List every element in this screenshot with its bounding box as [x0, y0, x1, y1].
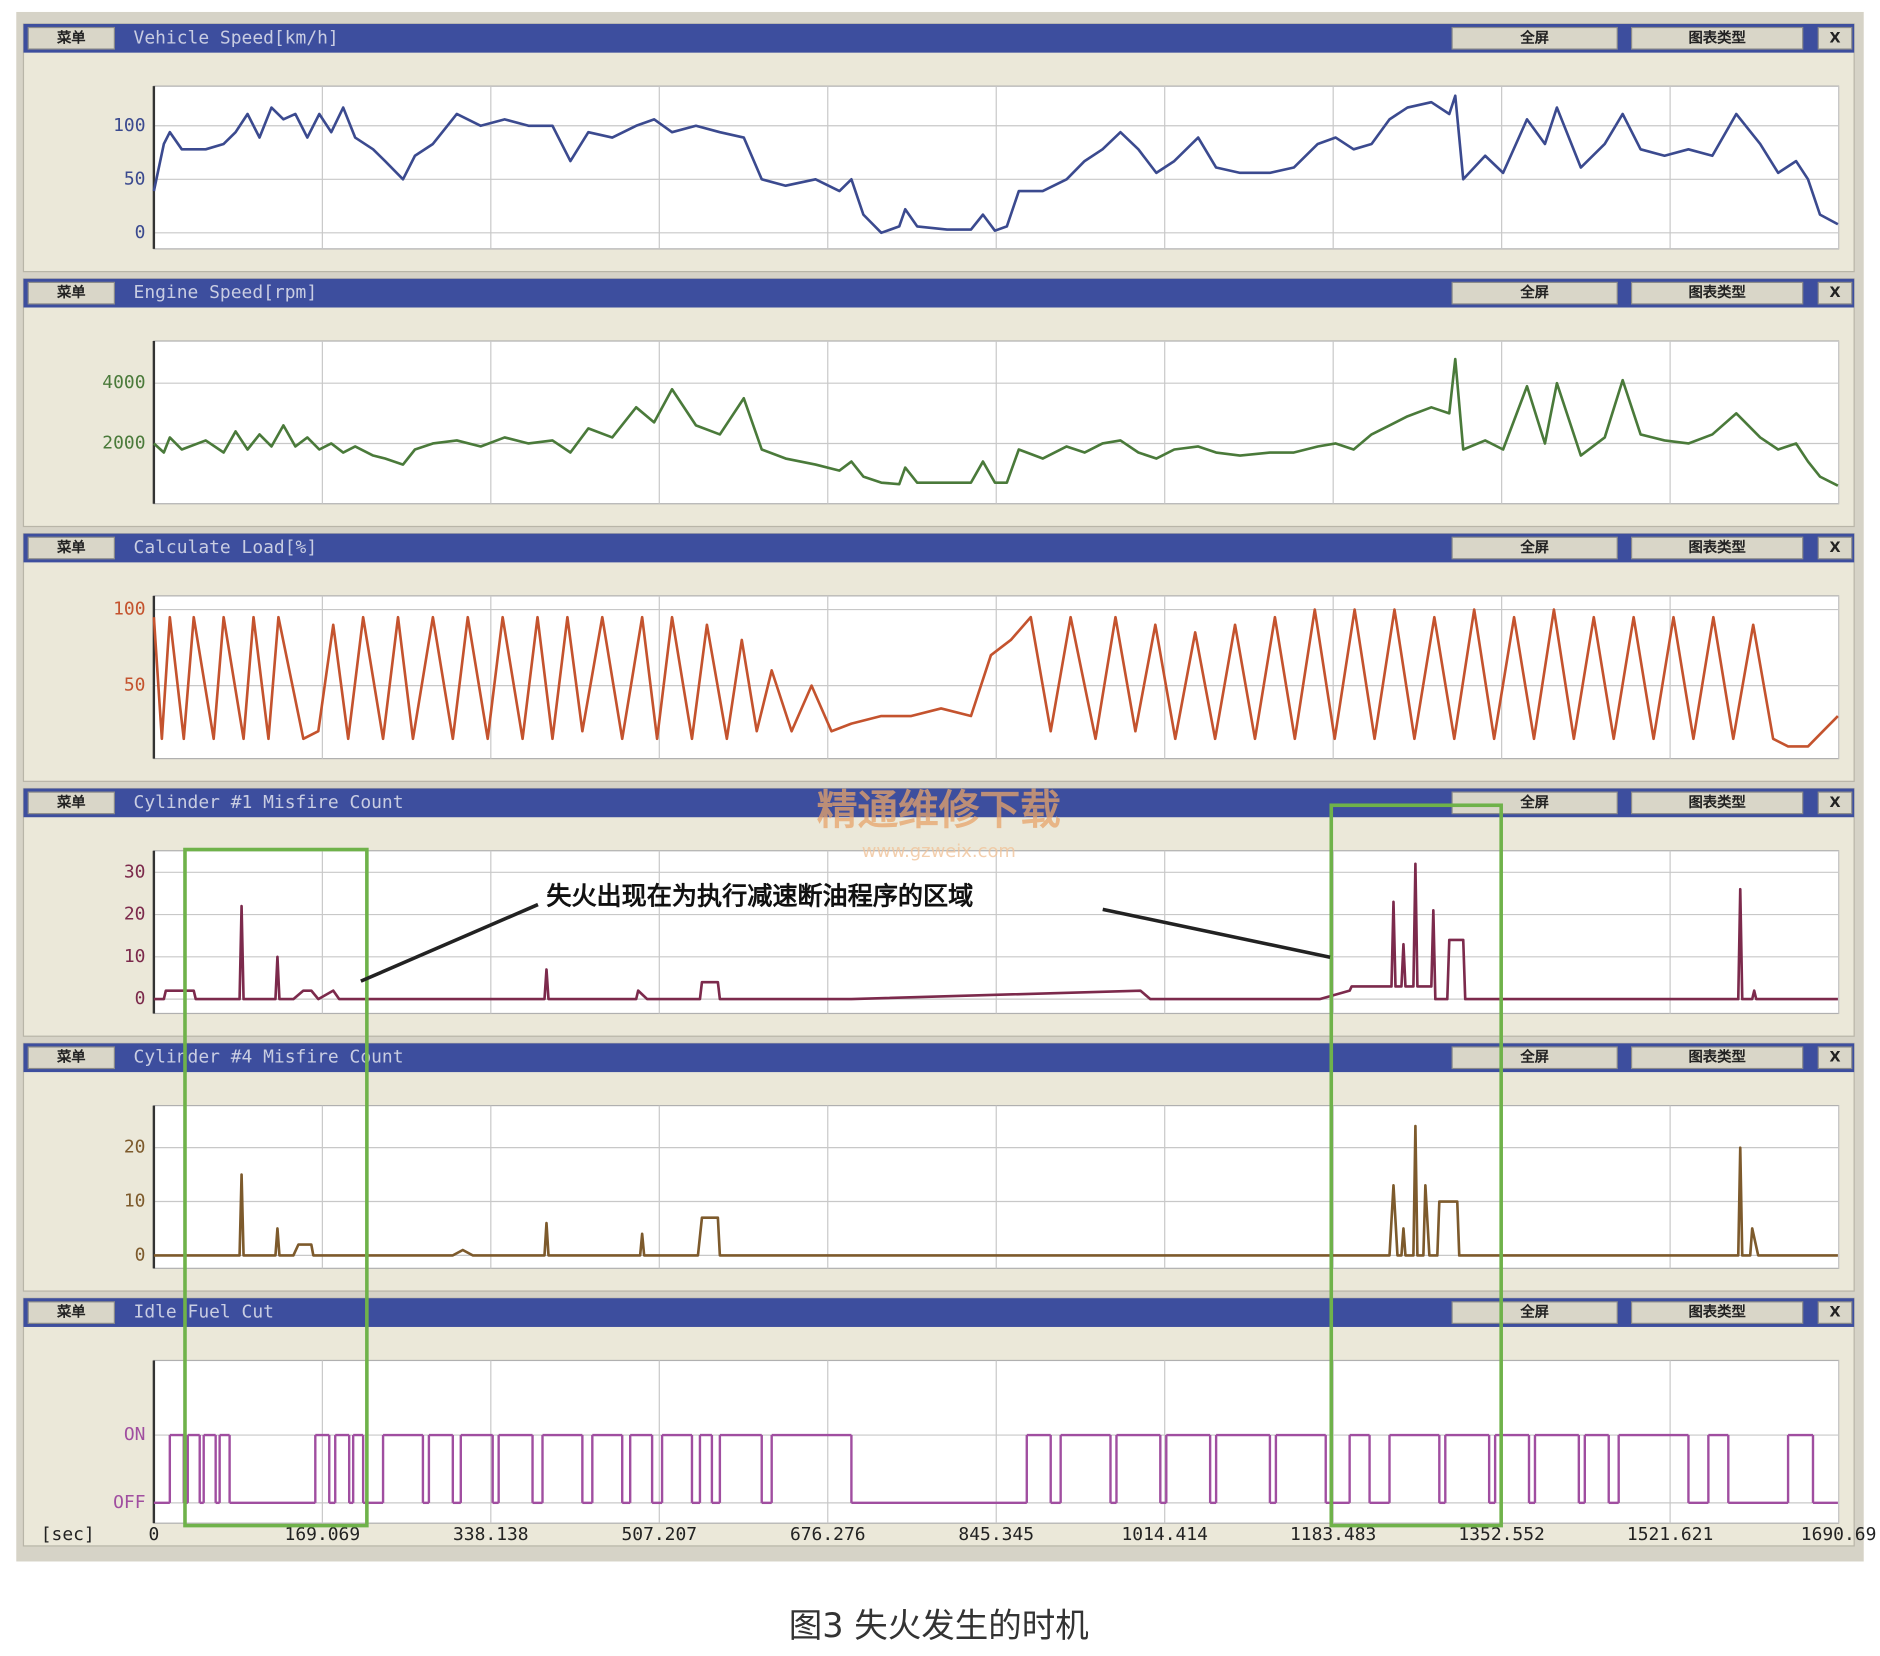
x-tick-label: 169.069	[285, 1524, 361, 1545]
button-label[interactable]: 图表类型	[1688, 283, 1745, 301]
button[interactable]	[1817, 536, 1853, 560]
x-tick-label: 507.207	[621, 1524, 697, 1545]
button[interactable]	[1817, 1046, 1853, 1070]
y-tick-label: 20	[124, 904, 146, 925]
y-tick-label: 100	[113, 599, 145, 620]
x-tick-label: 1352.552	[1458, 1524, 1544, 1545]
button[interactable]	[27, 536, 115, 560]
series-line	[153, 1124, 1838, 1257]
caption: 图3 失火发生的时机	[789, 1606, 1089, 1645]
button-label[interactable]: 全屏	[1519, 28, 1549, 46]
y-tick-label: 10	[124, 946, 146, 967]
y-tick-label: OFF	[113, 1492, 145, 1513]
x-tick-label: 1521.621	[1627, 1524, 1713, 1545]
annotation-arrow	[360, 902, 539, 983]
button[interactable]	[1630, 1046, 1804, 1070]
panel-title: Vehicle Speed[km/h]	[134, 27, 339, 48]
button-label[interactable]: 全屏	[1519, 1303, 1549, 1321]
button-label[interactable]: X	[1829, 30, 1840, 46]
button[interactable]	[1630, 791, 1804, 815]
panel-title: Calculate Load[%]	[134, 537, 318, 558]
x-tick-label: 845.345	[958, 1524, 1034, 1545]
button[interactable]	[1451, 536, 1618, 560]
panel-title: Idle Fuel Cut	[134, 1302, 274, 1323]
button-label[interactable]: 菜单	[56, 283, 86, 301]
x-axis-label: [sec]	[41, 1524, 95, 1545]
button[interactable]	[1630, 26, 1804, 50]
button[interactable]	[27, 281, 115, 305]
x-tick-label: 0	[148, 1524, 159, 1545]
button-label[interactable]: 菜单	[56, 28, 86, 46]
button-label[interactable]: 图表类型	[1688, 793, 1745, 811]
y-tick-label: 0	[135, 1244, 146, 1265]
button-label[interactable]: X	[1829, 285, 1840, 301]
y-tick-label: 50	[124, 675, 146, 696]
button[interactable]	[1451, 1046, 1618, 1070]
button[interactable]	[1817, 26, 1853, 50]
button[interactable]	[27, 791, 115, 815]
y-tick-label: 4000	[102, 372, 145, 393]
button-label[interactable]: 全屏	[1519, 538, 1549, 556]
button[interactable]	[27, 1046, 115, 1070]
button[interactable]	[1817, 1301, 1853, 1324]
series-line	[152, 608, 1839, 748]
button-label[interactable]: X	[1829, 795, 1840, 811]
button[interactable]	[27, 26, 115, 50]
series-line	[153, 862, 1838, 1001]
button[interactable]	[1630, 1301, 1804, 1324]
watermark-title: 精通维修下载	[817, 786, 1061, 834]
button-label[interactable]: X	[1829, 540, 1840, 556]
y-tick-label: ON	[124, 1424, 146, 1445]
x-tick-label: 1014.414	[1122, 1524, 1208, 1545]
button[interactable]	[1817, 281, 1853, 305]
annotation-arrow	[1102, 907, 1331, 959]
overlay: 失火出现在为执行减速断油程序的区域 精通维修下载 www.gzweix.com …	[183, 786, 1503, 1645]
button-label[interactable]: 菜单	[56, 1303, 86, 1321]
y-tick-label: 20	[124, 1137, 146, 1158]
watermark-url: www.gzweix.com	[862, 841, 1016, 862]
button[interactable]	[1451, 26, 1618, 50]
button[interactable]	[27, 1301, 115, 1324]
button-label[interactable]: X	[1829, 1050, 1840, 1066]
y-tick-label: 0	[135, 988, 146, 1009]
panel-title: Cylinder #4 Misfire Count	[134, 1047, 404, 1068]
button-label[interactable]: 菜单	[56, 538, 86, 556]
panel-title: Engine Speed[rpm]	[134, 282, 318, 303]
button[interactable]	[1630, 281, 1804, 305]
highlight-box	[183, 847, 369, 1528]
y-tick-label: 0	[135, 222, 146, 243]
button-label[interactable]: 全屏	[1519, 283, 1549, 301]
y-tick-label: 10	[124, 1191, 146, 1212]
button[interactable]	[1630, 536, 1804, 560]
x-tick-label: 1183.483	[1290, 1524, 1376, 1545]
series-line	[152, 357, 1839, 487]
x-tick-label: 338.138	[453, 1524, 529, 1545]
panel-title: Cylinder #1 Misfire Count	[134, 792, 404, 813]
button-label[interactable]: 全屏	[1519, 793, 1549, 811]
highlight-box	[1329, 803, 1503, 1528]
button[interactable]	[1451, 281, 1618, 305]
y-tick-label: 2000	[102, 432, 145, 453]
button-label[interactable]: X	[1829, 1305, 1840, 1321]
series-line	[152, 94, 1839, 235]
button-label[interactable]: 菜单	[56, 1048, 86, 1066]
button-label[interactable]: 菜单	[56, 793, 86, 811]
button-label[interactable]: 图表类型	[1688, 1048, 1745, 1066]
button-label[interactable]: 图表类型	[1688, 1303, 1745, 1321]
y-tick-label: 100	[113, 115, 145, 136]
button-label[interactable]: 全屏	[1519, 1048, 1549, 1066]
annotation: 失火出现在为执行减速断油程序的区域	[546, 881, 973, 910]
button-label[interactable]: 图表类型	[1688, 538, 1745, 556]
button[interactable]	[1451, 791, 1618, 815]
x-tick-label: 676.276	[790, 1524, 866, 1545]
y-tick-label: 50	[124, 168, 146, 189]
button[interactable]	[1451, 1301, 1618, 1324]
x-tick-label: 1690.69	[1801, 1524, 1877, 1545]
button[interactable]	[1817, 791, 1853, 815]
y-tick-label: 30	[124, 861, 146, 882]
button-label[interactable]: 图表类型	[1688, 28, 1745, 46]
